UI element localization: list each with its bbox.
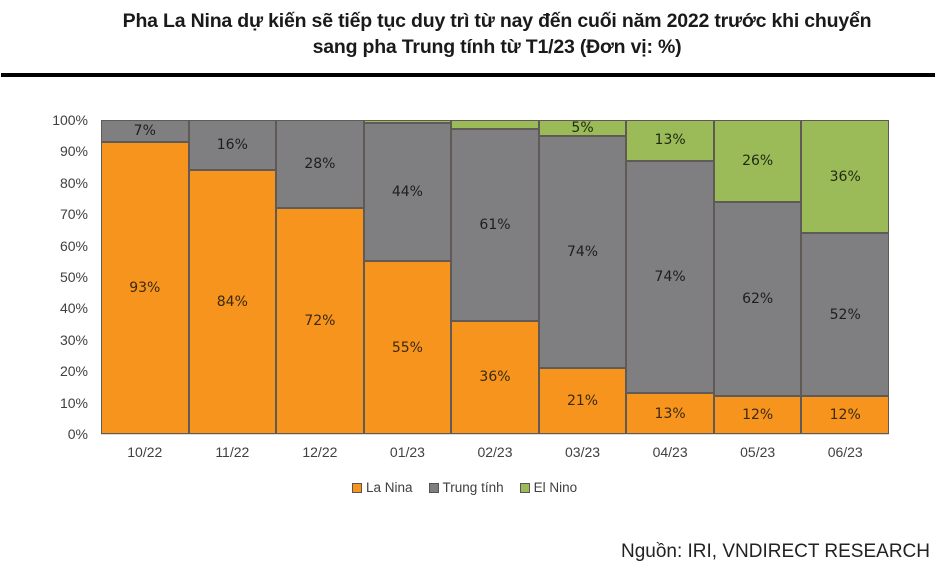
bar-segment-el-nino: 5%: [538, 119, 627, 136]
legend-item-el-nino: El Nino: [519, 480, 578, 495]
legend: La Nina Trung tính El Nino: [352, 480, 577, 495]
bar-segment-trung-tính: 62%: [713, 201, 802, 397]
data-label: 21%: [566, 393, 599, 410]
data-label: 5%: [571, 119, 594, 136]
bar-01-23: 55% 44%: [363, 120, 452, 434]
x-tick-label: 06/23: [827, 444, 863, 460]
legend-swatch-icon: [428, 482, 439, 493]
bar-segment-trung-tính: 28%: [276, 120, 364, 208]
y-tick-label: 80%: [59, 174, 88, 191]
data-label: 7%: [133, 123, 156, 139]
bar-segment-la-nina: 84%: [188, 170, 277, 434]
data-label: 28%: [304, 155, 336, 172]
legend-swatch-icon: [352, 482, 362, 493]
bar-segment-el-nino: 26%: [713, 120, 802, 202]
x-tick-label: 02/23: [477, 444, 513, 460]
bar-segment-la-nina: 36%: [451, 320, 539, 434]
chart-title-line-1: Pha La Nina dự kiến sẽ tiếp tục duy trì …: [122, 10, 872, 32]
legend-label: Trung tính: [442, 480, 504, 495]
bar-segment-la-nina: 12%: [713, 396, 802, 434]
legend-item-trung-tính: Trung tính: [428, 480, 504, 495]
y-tick-label: 0%: [67, 426, 88, 442]
x-tick-label: 04/23: [652, 444, 688, 460]
data-label: 36%: [829, 168, 861, 185]
data-label: 93%: [129, 279, 161, 296]
bar-segment-trung-tính: 74%: [538, 135, 627, 369]
y-tick-label: 90%: [59, 143, 88, 160]
bar-02-23: 36% 61%: [451, 120, 539, 434]
data-label: 13%: [654, 132, 686, 149]
chart-title: Pha La Nina dự kiến sẽ tiếp tục duy trì …: [60, 8, 934, 60]
bar-segment-el-nino: [363, 120, 452, 124]
bar-segment-la-nina: 21%: [538, 368, 627, 434]
data-label: 61%: [479, 217, 511, 234]
data-label: 74%: [654, 269, 686, 285]
x-tick-label: 10/22: [127, 444, 163, 460]
title-divider: [1, 73, 935, 77]
bar-11-22: 84% 16%: [188, 120, 277, 434]
y-tick-label: 70%: [59, 206, 88, 223]
bar-segment-el-nino: [451, 120, 539, 130]
legend-swatch-icon: [519, 482, 530, 493]
x-tick-label: 05/23: [740, 444, 776, 460]
y-tick-label: 30%: [59, 331, 88, 348]
bar-segment-la-nina: 55%: [363, 261, 452, 434]
data-label: 12%: [742, 407, 774, 424]
x-tick-label: 01/23: [389, 444, 425, 460]
y-tick-label: 40%: [59, 300, 88, 317]
data-label: 84%: [216, 294, 248, 311]
bar-segment-el-nino: 36%: [801, 120, 889, 234]
y-tick-label: 50%: [59, 269, 88, 285]
y-tick-label: 100%: [52, 112, 88, 128]
data-label: 13%: [654, 405, 686, 422]
bar-segment-la-nina: 13%: [626, 393, 714, 434]
source-note: Nguồn: IRI, VNDIRECT RESEARCH: [620, 541, 930, 562]
bar-segment-la-nina: 93%: [101, 141, 189, 434]
bar-segment-trung-tính: 52%: [801, 233, 889, 397]
plot-area: 93% 7% 84% 16% 72% 28% 55% 44% 36% 61% 21% 74% 5% 13%…: [101, 120, 889, 434]
bar-segment-el-nino: 13%: [626, 120, 714, 161]
bar-06-23: 12% 52% 36%: [801, 120, 889, 434]
data-label: 12%: [829, 407, 861, 424]
chart-title-line-2: sang pha Trung tính từ T1/23 (Đơn vị: %): [312, 36, 682, 58]
bar-segment-la-nina: 72%: [276, 207, 364, 434]
x-axis-line: [101, 434, 889, 435]
bar-04-23: 13% 74% 13%: [626, 120, 714, 434]
data-label: 62%: [742, 290, 774, 307]
bar-10-22: 93% 7%: [101, 120, 189, 434]
data-label: 72%: [304, 312, 336, 329]
data-label: 44%: [391, 184, 423, 201]
bar-05-23: 12% 62% 26%: [713, 120, 802, 434]
data-label: 74%: [566, 243, 599, 260]
y-tick-label: 60%: [59, 237, 88, 254]
bar-segment-trung-tính: 7%: [101, 120, 189, 142]
x-tick-label: 03/23: [565, 444, 601, 460]
legend-item-la-nina: La Nina: [352, 480, 413, 495]
bar-segment-trung-tính: 16%: [188, 120, 277, 171]
data-label: 52%: [829, 306, 861, 323]
y-tick-label: 10%: [59, 394, 88, 411]
bar-12-22: 72% 28%: [276, 120, 364, 434]
x-tick-label: 11/22: [215, 444, 250, 460]
bar-segment-trung-tính: 61%: [451, 129, 539, 321]
data-label: 36%: [479, 369, 511, 386]
bar-segment-la-nina: 12%: [801, 396, 889, 434]
data-label: 16%: [216, 137, 248, 154]
legend-label: El Nino: [533, 480, 578, 495]
y-tick-label: 20%: [59, 363, 88, 380]
bar-03-23: 21% 74% 5%: [538, 119, 627, 434]
data-label: 26%: [742, 152, 774, 169]
data-label: 55%: [391, 339, 423, 356]
legend-label: La Nina: [366, 480, 413, 495]
bar-segment-trung-tính: 74%: [626, 160, 714, 394]
x-tick-label: 12/22: [302, 444, 338, 460]
bar-segment-trung-tính: 44%: [363, 123, 452, 262]
